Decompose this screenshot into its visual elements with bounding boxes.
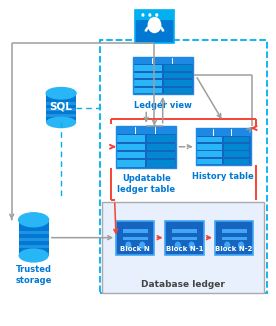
Circle shape [189, 242, 195, 249]
Bar [172, 229, 197, 232]
Bar [164, 73, 192, 78]
Bar [224, 144, 250, 150]
Bar [197, 144, 222, 150]
Text: SQL: SQL [50, 101, 73, 111]
Bar [18, 238, 49, 241]
Bar [134, 73, 162, 78]
Bar [135, 10, 174, 20]
Text: Block N: Block N [120, 245, 150, 252]
Text: Trusted
storage: Trusted storage [15, 265, 52, 285]
Bar [213, 128, 214, 136]
Bar [117, 160, 145, 167]
Bar [224, 159, 250, 164]
Bar [134, 65, 162, 71]
Bar [196, 128, 251, 165]
Ellipse shape [18, 213, 49, 227]
Circle shape [139, 242, 145, 249]
Bar [196, 128, 251, 165]
Bar [123, 229, 148, 232]
Bar [222, 237, 247, 240]
Bar [155, 126, 156, 134]
Bar [197, 152, 222, 157]
Bar [116, 221, 155, 255]
Bar [222, 229, 247, 232]
Circle shape [224, 242, 230, 249]
Bar [102, 202, 264, 293]
Circle shape [238, 242, 244, 249]
Ellipse shape [46, 87, 76, 99]
Bar [132, 57, 193, 94]
Bar [132, 57, 193, 64]
Text: Block N-1: Block N-1 [166, 245, 203, 252]
Text: Block N-2: Block N-2 [216, 245, 253, 252]
Circle shape [155, 13, 158, 17]
Bar [224, 152, 250, 157]
Bar [134, 87, 162, 93]
Bar [215, 221, 253, 255]
Bar [147, 152, 175, 158]
Ellipse shape [46, 117, 76, 128]
Bar [147, 143, 175, 150]
Bar [116, 126, 176, 134]
Bar [117, 152, 145, 158]
Bar [147, 160, 175, 167]
Bar [46, 114, 76, 117]
Bar [147, 135, 175, 141]
Bar [197, 137, 222, 142]
Bar [46, 108, 76, 111]
Bar [117, 135, 145, 141]
Bar [224, 137, 250, 142]
Bar [18, 231, 49, 234]
Bar [132, 57, 193, 94]
Bar [135, 10, 174, 43]
Bar [116, 126, 176, 168]
Bar [152, 57, 153, 64]
Bar [18, 245, 49, 248]
Circle shape [148, 17, 161, 33]
Bar [18, 253, 49, 256]
Circle shape [141, 13, 144, 17]
Circle shape [148, 13, 152, 17]
Text: Ledger view: Ledger view [134, 100, 192, 110]
Bar [46, 102, 76, 105]
Bar [164, 65, 192, 71]
Bar [18, 220, 49, 256]
Circle shape [175, 242, 181, 249]
Bar [100, 40, 267, 293]
Bar [197, 159, 222, 164]
Text: History table: History table [192, 172, 254, 181]
Bar [172, 237, 197, 240]
Bar [164, 87, 192, 93]
Circle shape [125, 242, 131, 249]
Bar [46, 120, 76, 123]
Bar [164, 80, 192, 86]
Text: Updatable
ledger table: Updatable ledger table [117, 174, 175, 194]
Bar [116, 126, 176, 168]
Bar [135, 126, 136, 134]
Bar [165, 221, 204, 255]
Bar [117, 143, 145, 150]
Bar [134, 80, 162, 86]
Bar [172, 57, 173, 64]
Bar [46, 93, 76, 123]
Ellipse shape [18, 248, 49, 263]
Text: Database ledger: Database ledger [141, 280, 225, 289]
Bar [196, 128, 251, 136]
Bar [123, 237, 148, 240]
